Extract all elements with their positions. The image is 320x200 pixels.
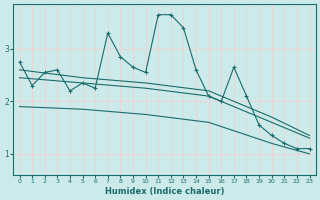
X-axis label: Humidex (Indice chaleur): Humidex (Indice chaleur) bbox=[105, 187, 224, 196]
